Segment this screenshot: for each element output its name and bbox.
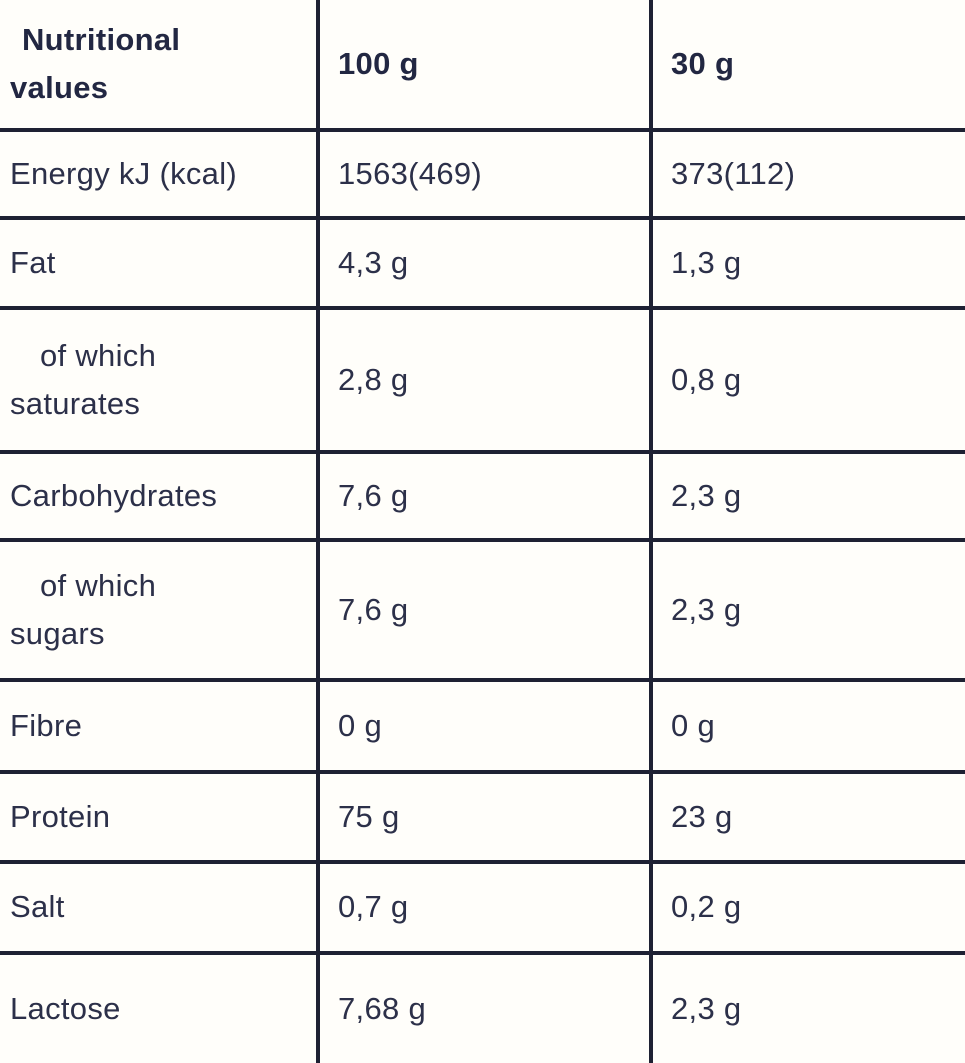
- value-100g: 75 g: [318, 770, 653, 862]
- table-row-energy: Energy kJ (kcal) 1563(469) 373(112): [0, 128, 965, 218]
- header-cell-30g: 30 g: [671, 45, 735, 81]
- row-label: Carbohydrates: [0, 450, 320, 540]
- value-30g: 2,3 g: [651, 450, 965, 540]
- row-label: of which sugars: [0, 538, 320, 680]
- table-row-fat: Fat 4,3 g 1,3 g: [0, 216, 965, 308]
- value-100g: 1563(469): [318, 128, 653, 218]
- value-30g: 2,3 g: [651, 951, 965, 1063]
- value-100g: 7,68 g: [318, 951, 653, 1063]
- value-100g: 0 g: [318, 678, 653, 772]
- row-label: Fibre: [0, 678, 320, 772]
- table-row-lactose: Lactose 7,68 g 2,3 g: [0, 951, 965, 1063]
- header-row: Nutritional values 100 g 30 g: [0, 0, 965, 130]
- value-30g: 23 g: [651, 770, 965, 862]
- value-30g: 1,3 g: [651, 216, 965, 308]
- value-30g: 0,2 g: [651, 860, 965, 953]
- row-label: Salt: [0, 860, 320, 953]
- table-row-salt: Salt 0,7 g 0,2 g: [0, 860, 965, 953]
- value-100g: 4,3 g: [318, 216, 653, 308]
- header-cell-label: Nutritional values: [0, 0, 320, 130]
- value-30g: 373(112): [651, 128, 965, 218]
- row-label: Fat: [0, 216, 320, 308]
- value-30g: 0,8 g: [651, 306, 965, 452]
- value-30g: 0 g: [651, 678, 965, 772]
- row-label: Energy kJ (kcal): [0, 128, 320, 218]
- value-100g: 7,6 g: [318, 450, 653, 540]
- row-label: of which saturates: [0, 306, 320, 452]
- table-row-saturates: of which saturates 2,8 g 0,8 g: [0, 306, 965, 452]
- table-row-carbohydrates: Carbohydrates 7,6 g 2,3 g: [0, 450, 965, 540]
- row-label: Lactose: [0, 951, 320, 1063]
- value-30g: 2,3 g: [651, 538, 965, 680]
- table-title: Nutritional values: [10, 21, 181, 105]
- table-row-sugars: of which sugars 7,6 g 2,3 g: [0, 538, 965, 680]
- table-row-fibre: Fibre 0 g 0 g: [0, 678, 965, 772]
- value-100g: 0,7 g: [318, 860, 653, 953]
- row-label: Protein: [0, 770, 320, 862]
- table-row-protein: Protein 75 g 23 g: [0, 770, 965, 862]
- value-100g: 2,8 g: [318, 306, 653, 452]
- header-cell-100g: 100 g: [318, 0, 653, 130]
- value-100g: 7,6 g: [318, 538, 653, 680]
